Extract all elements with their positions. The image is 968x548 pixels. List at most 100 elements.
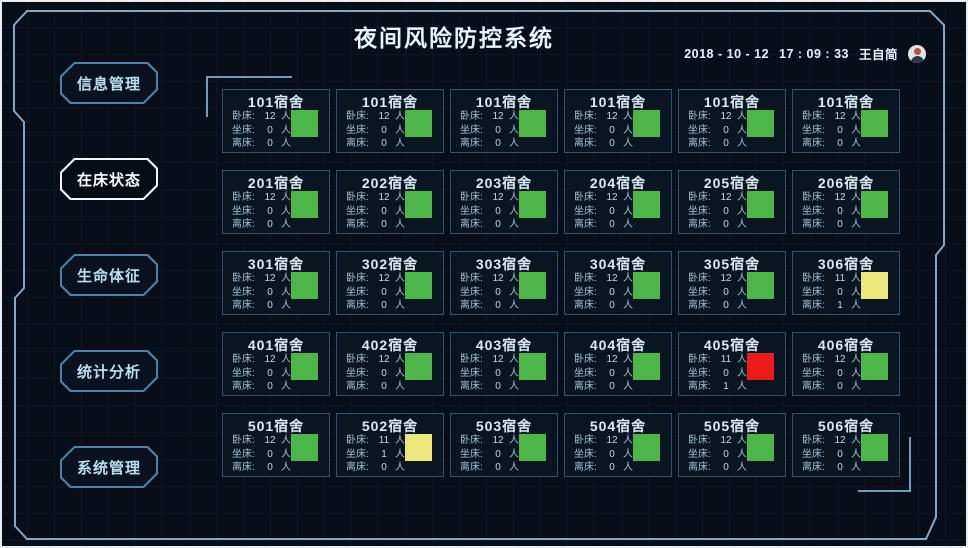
status-indicator [291, 272, 318, 299]
room-card[interactable]: 401宿舍 卧床: 12 人 坐床: 0 人 离床: 0 [222, 332, 330, 396]
room-card[interactable]: 203宿舍 卧床: 12 人 坐床: 0 人 离床: 0 [450, 170, 558, 234]
room-card[interactable]: 202宿舍 卧床: 12 人 坐床: 0 人 离床: 0 [336, 170, 444, 234]
room-card[interactable]: 101宿舍 卧床: 12 人 坐床: 0 人 离床: 0 [336, 89, 444, 153]
leaving-row: 离床: 0 人 [574, 137, 633, 151]
room-card[interactable]: 301宿舍 卧床: 12 人 坐床: 0 人 离床: 0 [222, 251, 330, 315]
lying-unit: 人 [851, 435, 861, 446]
lying-unit: 人 [395, 192, 405, 203]
sitting-count: 0 [723, 205, 729, 217]
sitting-unit: 人 [623, 205, 633, 217]
user-avatar-icon[interactable] [908, 44, 926, 63]
sitting-unit: 人 [395, 367, 405, 379]
status-indicator [861, 434, 888, 461]
room-card-stats: 卧床: 12 人 坐床: 0 人 离床: 0 人 [802, 110, 861, 151]
sidebar-item[interactable]: 系统管理 [60, 446, 158, 488]
leaving-count: 0 [267, 462, 273, 473]
room-card[interactable]: 506宿舍 卧床: 12 人 坐床: 0 人 离床: 0 [792, 413, 900, 477]
lying-count: 12 [378, 192, 390, 203]
room-card[interactable]: 304宿舍 卧床: 12 人 坐床: 0 人 离床: 0 [564, 251, 672, 315]
sitting-label: 坐床: [232, 205, 255, 217]
sidebar-item[interactable]: 统计分析 [60, 350, 158, 392]
lying-label: 卧床: [802, 354, 825, 365]
room-card[interactable]: 101宿舍 卧床: 12 人 坐床: 0 人 离床: 0 [564, 89, 672, 153]
sidebar-item[interactable]: 生命体征 [60, 254, 158, 296]
lying-count: 12 [264, 273, 276, 284]
room-card[interactable]: 305宿舍 卧床: 12 人 坐床: 0 人 离床: 0 [678, 251, 786, 315]
room-card[interactable]: 201宿舍 卧床: 12 人 坐床: 0 人 离床: 0 [222, 170, 330, 234]
sitting-unit: 人 [395, 286, 405, 298]
room-card[interactable]: 405宿舍 卧床: 11 人 坐床: 0 人 离床: 1 [678, 332, 786, 396]
room-card-title: 202宿舍 [361, 175, 419, 191]
lying-label: 卧床: [232, 273, 255, 284]
sitting-row: 坐床: 0 人 [232, 286, 291, 300]
avatar-head-shape [913, 47, 921, 55]
room-card[interactable]: 505宿舍 卧床: 12 人 坐床: 0 人 离床: 0 [678, 413, 786, 477]
room-card-stats: 卧床: 12 人 坐床: 0 人 离床: 0 人 [802, 434, 861, 475]
leaving-count: 0 [609, 300, 615, 311]
leaving-unit: 人 [623, 138, 633, 149]
sitting-row: 坐床: 0 人 [346, 367, 405, 381]
lying-count: 12 [264, 354, 276, 365]
leaving-count: 0 [609, 219, 615, 230]
room-card[interactable]: 204宿舍 卧床: 12 人 坐床: 0 人 离床: 0 [564, 170, 672, 234]
lying-count: 12 [606, 192, 618, 203]
leaving-row: 离床: 0 人 [574, 218, 633, 232]
room-card[interactable]: 504宿舍 卧床: 12 人 坐床: 0 人 离床: 0 [564, 413, 672, 477]
lying-count: 11 [720, 354, 732, 365]
room-card[interactable]: 404宿舍 卧床: 12 人 坐床: 0 人 离床: 0 [564, 332, 672, 396]
sidebar-item[interactable]: 在床状态 [60, 158, 158, 200]
leaving-row: 离床: 0 人 [688, 137, 747, 151]
lying-label: 卧床: [688, 192, 711, 203]
room-card[interactable]: 101宿舍 卧床: 12 人 坐床: 0 人 离床: 0 [792, 89, 900, 153]
sitting-unit: 人 [395, 205, 405, 217]
room-card[interactable]: 502宿舍 卧床: 11 人 坐床: 1 人 离床: 0 [336, 413, 444, 477]
room-card[interactable]: 101宿舍 卧床: 12 人 坐床: 0 人 离床: 0 [222, 89, 330, 153]
lying-unit: 人 [395, 111, 405, 122]
sitting-row: 坐床: 0 人 [232, 448, 291, 462]
room-card[interactable]: 205宿舍 卧床: 12 人 坐床: 0 人 离床: 0 [678, 170, 786, 234]
room-card-stats: 卧床: 12 人 坐床: 0 人 离床: 0 人 [232, 110, 291, 151]
leaving-row: 离床: 0 人 [688, 218, 747, 232]
room-card[interactable]: 403宿舍 卧床: 12 人 坐床: 0 人 离床: 0 [450, 332, 558, 396]
leaving-count: 0 [495, 138, 501, 149]
room-card[interactable]: 402宿舍 卧床: 12 人 坐床: 0 人 离床: 0 [336, 332, 444, 396]
sitting-label: 坐床: [688, 286, 711, 298]
status-indicator [633, 353, 660, 380]
lying-row: 卧床: 12 人 [460, 191, 519, 205]
room-card-title: 306宿舍 [817, 256, 875, 272]
lying-count: 12 [720, 273, 732, 284]
room-card[interactable]: 501宿舍 卧床: 12 人 坐床: 0 人 离床: 0 [222, 413, 330, 477]
room-card[interactable]: 101宿舍 卧床: 12 人 坐床: 0 人 离床: 0 [678, 89, 786, 153]
lying-unit: 人 [623, 192, 633, 203]
leaving-label: 离床: [802, 219, 825, 230]
status-indicator [405, 272, 432, 299]
sitting-count: 0 [267, 205, 273, 217]
leaving-label: 离床: [802, 138, 825, 149]
sidebar-item-label: 信息管理 [62, 64, 156, 102]
room-card[interactable]: 101宿舍 卧床: 12 人 坐床: 0 人 离床: 0 [450, 89, 558, 153]
lying-count: 12 [492, 435, 504, 446]
room-card[interactable]: 503宿舍 卧床: 12 人 坐床: 0 人 离床: 0 [450, 413, 558, 477]
lying-row: 卧床: 12 人 [232, 272, 291, 286]
lying-unit: 人 [623, 435, 633, 446]
room-card[interactable]: 303宿舍 卧床: 12 人 坐床: 0 人 离床: 0 [450, 251, 558, 315]
lying-unit: 人 [737, 435, 747, 446]
sitting-row: 坐床: 0 人 [802, 124, 861, 138]
sidebar-item[interactable]: 信息管理 [60, 62, 158, 104]
room-card-title: 206宿舍 [817, 175, 875, 191]
room-card-title: 101宿舍 [361, 94, 419, 110]
leaving-row: 离床: 0 人 [802, 461, 861, 475]
leaving-unit: 人 [281, 381, 291, 392]
lying-count: 12 [378, 273, 390, 284]
room-card[interactable]: 206宿舍 卧床: 12 人 坐床: 0 人 离床: 0 [792, 170, 900, 234]
leaving-unit: 人 [623, 381, 633, 392]
sitting-row: 坐床: 0 人 [802, 367, 861, 381]
status-indicator [405, 434, 432, 461]
room-card[interactable]: 306宿舍 卧床: 11 人 坐床: 0 人 离床: 1 [792, 251, 900, 315]
sitting-label: 坐床: [802, 448, 825, 460]
room-card[interactable]: 406宿舍 卧床: 12 人 坐床: 0 人 离床: 0 [792, 332, 900, 396]
lying-row: 卧床: 12 人 [346, 110, 405, 124]
status-indicator [861, 272, 888, 299]
lying-count: 12 [720, 192, 732, 203]
room-card[interactable]: 302宿舍 卧床: 12 人 坐床: 0 人 离床: 0 [336, 251, 444, 315]
